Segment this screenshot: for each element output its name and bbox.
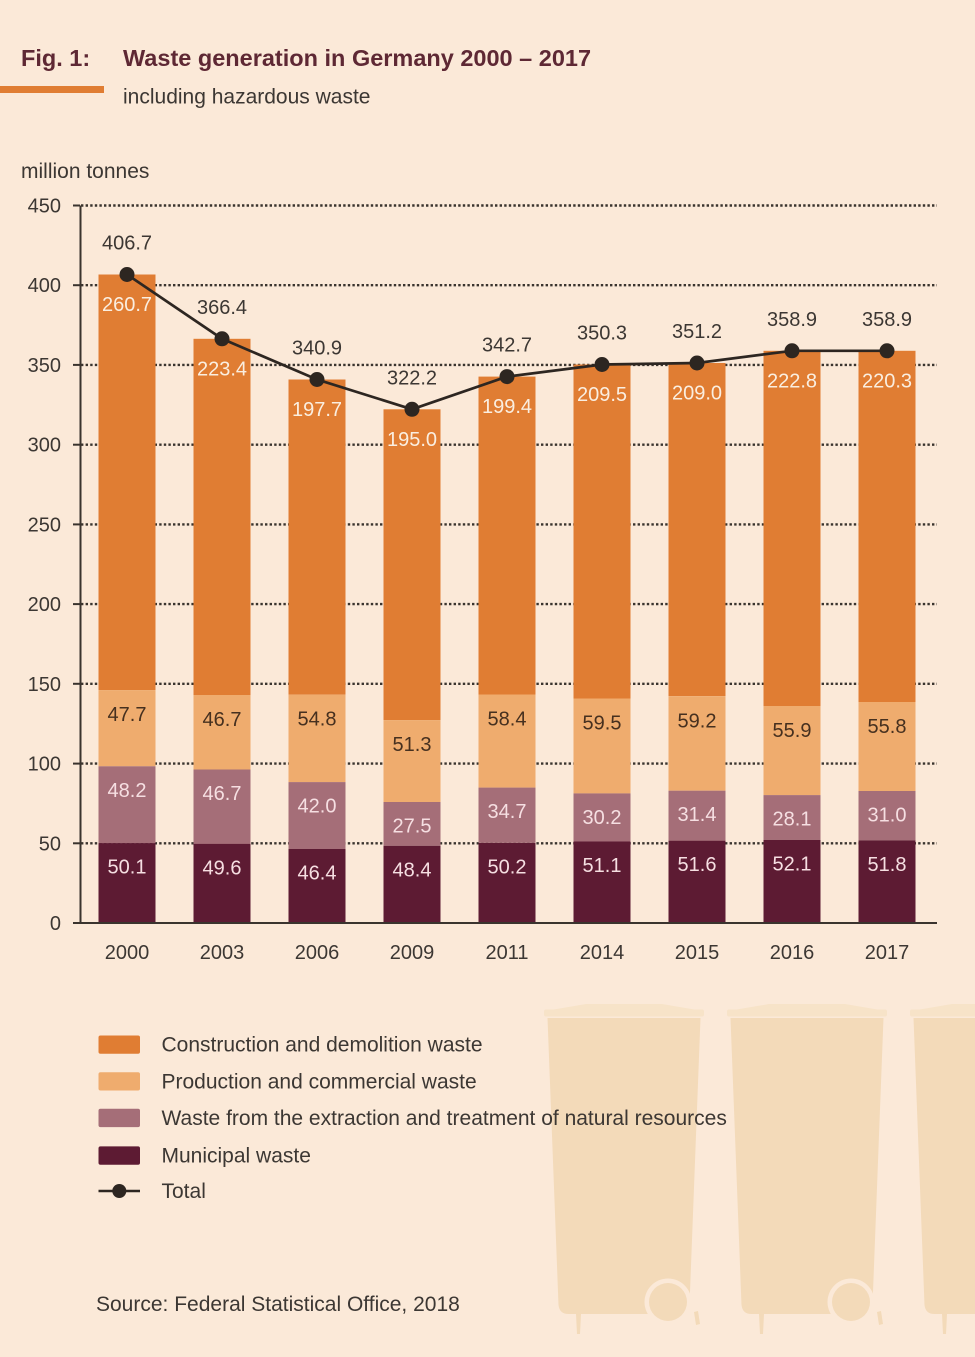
- svg-text:0: 0: [50, 913, 61, 935]
- svg-text:197.7: 197.7: [292, 399, 342, 421]
- svg-text:50.2: 50.2: [488, 857, 527, 879]
- svg-text:366.4: 366.4: [197, 297, 247, 319]
- svg-text:31.0: 31.0: [868, 805, 907, 827]
- svg-text:50: 50: [39, 833, 61, 855]
- svg-text:2000: 2000: [105, 942, 150, 964]
- svg-text:2016: 2016: [770, 942, 815, 964]
- svg-text:351.2: 351.2: [672, 321, 722, 343]
- svg-text:Municipal waste: Municipal waste: [162, 1145, 311, 1168]
- svg-text:Total: Total: [162, 1180, 206, 1203]
- svg-text:260.7: 260.7: [102, 294, 152, 316]
- svg-text:250: 250: [28, 514, 61, 536]
- svg-text:200: 200: [28, 594, 61, 616]
- svg-text:55.8: 55.8: [868, 716, 907, 738]
- svg-text:2003: 2003: [200, 942, 245, 964]
- svg-text:199.4: 199.4: [482, 396, 532, 418]
- svg-text:Fig. 1:: Fig. 1:: [21, 45, 90, 71]
- svg-text:49.6: 49.6: [203, 857, 242, 879]
- svg-text:28.1: 28.1: [773, 809, 812, 831]
- svg-text:54.8: 54.8: [298, 709, 337, 731]
- svg-text:342.7: 342.7: [482, 335, 532, 357]
- svg-text:34.7: 34.7: [488, 801, 527, 823]
- svg-text:300: 300: [28, 435, 61, 457]
- svg-text:340.9: 340.9: [292, 338, 342, 360]
- svg-text:46.7: 46.7: [203, 709, 242, 731]
- svg-text:100: 100: [28, 754, 61, 776]
- svg-text:150: 150: [28, 674, 61, 696]
- svg-text:322.2: 322.2: [387, 367, 437, 389]
- svg-text:47.7: 47.7: [108, 704, 147, 726]
- svg-text:350: 350: [28, 355, 61, 377]
- svg-text:46.7: 46.7: [203, 783, 242, 805]
- svg-text:27.5: 27.5: [393, 816, 432, 838]
- svg-text:406.7: 406.7: [102, 233, 152, 255]
- svg-text:59.2: 59.2: [678, 710, 717, 732]
- svg-text:51.8: 51.8: [868, 854, 907, 876]
- svg-text:450: 450: [28, 196, 61, 218]
- svg-text:Production and commercial wast: Production and commercial waste: [162, 1070, 477, 1093]
- svg-text:55.9: 55.9: [773, 720, 812, 742]
- svg-text:52.1: 52.1: [773, 853, 812, 875]
- svg-text:222.8: 222.8: [767, 370, 817, 392]
- svg-text:350.3: 350.3: [577, 323, 627, 345]
- svg-text:209.5: 209.5: [577, 384, 627, 406]
- svg-text:2014: 2014: [580, 942, 625, 964]
- svg-text:50.1: 50.1: [108, 857, 147, 879]
- svg-text:220.3: 220.3: [862, 370, 912, 392]
- svg-text:59.5: 59.5: [583, 713, 622, 735]
- svg-text:million tonnes: million tonnes: [21, 160, 149, 183]
- svg-text:51.6: 51.6: [678, 854, 717, 876]
- svg-text:58.4: 58.4: [488, 709, 527, 731]
- svg-text:2009: 2009: [390, 942, 435, 964]
- svg-text:358.9: 358.9: [767, 309, 817, 331]
- svg-text:2015: 2015: [675, 942, 720, 964]
- svg-text:including hazardous waste: including hazardous waste: [123, 86, 371, 109]
- svg-text:31.4: 31.4: [678, 804, 717, 826]
- svg-text:358.9: 358.9: [862, 309, 912, 331]
- svg-text:Waste from the extraction and: Waste from the extraction and treatment …: [162, 1107, 727, 1130]
- svg-text:209.0: 209.0: [672, 383, 722, 405]
- svg-text:2017: 2017: [865, 942, 910, 964]
- svg-text:Source: Federal Statistical Of: Source: Federal Statistical Office, 2018: [96, 1293, 460, 1316]
- svg-text:48.2: 48.2: [108, 780, 147, 802]
- svg-text:42.0: 42.0: [298, 796, 337, 818]
- svg-text:Waste generation in Germany 20: Waste generation in Germany 2000 – 2017: [123, 45, 591, 71]
- svg-text:2006: 2006: [295, 942, 340, 964]
- svg-text:223.4: 223.4: [197, 358, 247, 380]
- svg-text:46.4: 46.4: [298, 863, 337, 885]
- svg-text:30.2: 30.2: [583, 807, 622, 829]
- svg-text:51.3: 51.3: [393, 734, 432, 756]
- svg-text:48.4: 48.4: [393, 859, 432, 881]
- svg-text:Construction and demolition wa: Construction and demolition waste: [162, 1034, 483, 1057]
- svg-text:400: 400: [28, 275, 61, 297]
- svg-text:2011: 2011: [485, 942, 528, 964]
- svg-text:51.1: 51.1: [583, 855, 622, 877]
- svg-text:195.0: 195.0: [387, 429, 437, 451]
